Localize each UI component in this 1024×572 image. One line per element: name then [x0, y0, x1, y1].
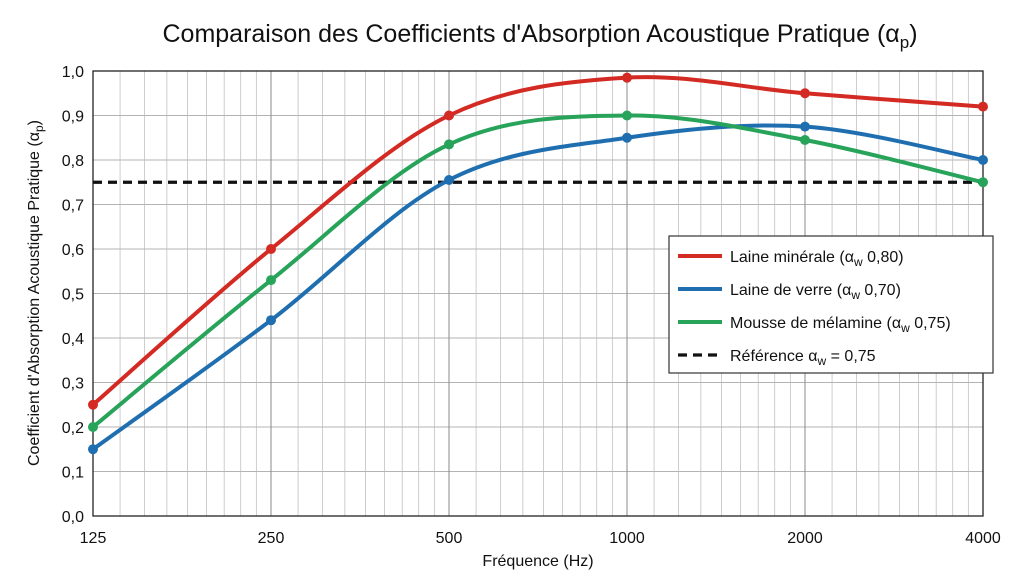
x-tick-label: 125 [80, 530, 107, 547]
x-tick-label: 4000 [965, 530, 1001, 547]
data-point-mousse-de-melamine [88, 422, 98, 432]
series-line-mousse-de-melamine [91, 113, 984, 429]
y-tick-label: 0,1 [62, 465, 84, 482]
x-tick-label: 1000 [609, 530, 645, 547]
series-group [88, 72, 988, 455]
y-tick-label: 0,4 [62, 331, 84, 348]
data-point-laine-minerale [622, 72, 632, 83]
data-point-laine-de-verre [978, 155, 988, 165]
data-point-mousse-de-melamine [444, 139, 454, 150]
series-line-laine-minerale [91, 75, 984, 407]
data-point-laine-de-verre [266, 315, 276, 326]
legend-label-mousse-de-melamine: Mousse de mélamine (αw 0,75) [730, 315, 951, 335]
chart-title: Comparaison des Coefficients d'Absorptio… [162, 20, 917, 52]
data-point-mousse-de-melamine [622, 110, 632, 121]
data-point-laine-minerale [266, 244, 276, 254]
x-axis-label: Fréquence (Hz) [482, 553, 593, 570]
y-axis-label: Coefficient d'Absorption Acoustique Prat… [26, 120, 46, 466]
x-tick-label: 250 [258, 530, 285, 547]
data-point-laine-de-verre [800, 121, 810, 132]
data-point-mousse-de-melamine [800, 134, 810, 145]
legend-box [668, 235, 994, 374]
legend-label-laine-de-verre: Laine de verre (αw 0,70) [730, 282, 901, 302]
data-point-laine-de-verre [444, 175, 454, 186]
y-tick-label: 0,9 [62, 109, 84, 126]
x-tick-label: 2000 [787, 530, 823, 547]
y-tick-label: 0,8 [62, 153, 84, 170]
data-point-mousse-de-melamine [978, 177, 988, 188]
data-point-laine-minerale [88, 399, 98, 410]
y-axis-tick-labels: 0,0 0,1 0,2 0,3 0,4 0,5 0,6 0,7 0,8 0,9 1,0 [62, 64, 84, 526]
x-axis-tick-labels: 125 250 500 1000 2000 4000 [80, 530, 1001, 547]
y-tick-label: 0,0 [62, 509, 84, 526]
y-tick-label: 0,5 [62, 287, 84, 304]
data-point-laine-minerale [444, 110, 454, 121]
legend-label-reference: Référence αw = 0,75 [730, 348, 876, 368]
legend-label-laine-minerale: Laine minérale (αw 0,80) [730, 249, 904, 269]
data-point-laine-de-verre [88, 444, 98, 455]
data-point-mousse-de-melamine [266, 275, 276, 286]
y-tick-label: 0,7 [62, 198, 84, 215]
y-tick-label: 1,0 [62, 64, 84, 81]
data-point-laine-minerale [800, 88, 810, 99]
y-tick-label: 0,3 [62, 376, 84, 393]
series-line-laine-de-verre [91, 123, 984, 451]
data-point-laine-de-verre [622, 132, 632, 143]
x-tick-label: 500 [436, 530, 463, 547]
data-point-laine-minerale [978, 101, 988, 112]
legend: Laine minérale (αw 0,80) Laine de verre … [668, 235, 994, 374]
y-tick-label: 0,2 [62, 420, 84, 437]
y-tick-label: 0,6 [62, 242, 84, 259]
